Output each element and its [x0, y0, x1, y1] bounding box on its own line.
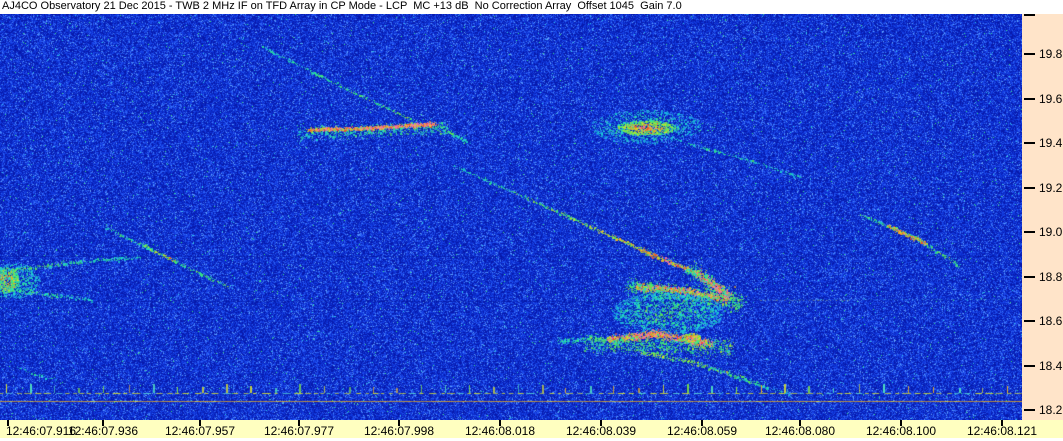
time-tick: [199, 420, 201, 426]
time-tick: [799, 420, 801, 426]
time-tick: [600, 420, 602, 426]
frequency-tick: [1024, 320, 1035, 322]
time-tick: [900, 420, 902, 426]
time-tick: [102, 420, 104, 426]
plot-title: AJ4CO Observatory 21 Dec 2015 - TWB 2 MH…: [2, 0, 682, 12]
time-tick: [701, 420, 703, 426]
frequency-tick: [1024, 53, 1035, 55]
time-tick-label: 12:46:07.957: [164, 424, 236, 438]
time-tick: [7, 420, 9, 426]
time-tick-label: 12:46:07.977: [263, 424, 335, 438]
spectrogram-canvas: [0, 14, 1022, 420]
frequency-tick-label: 19.8: [1039, 47, 1063, 61]
time-tick-label: 12:46:08.018: [464, 424, 536, 438]
frequency-tick: [1024, 14, 1035, 16]
time-axis: 12:46:07.916 12:46:07.936 12:46:07.957 12:4…: [0, 420, 1063, 441]
frequency-tick: [1024, 231, 1035, 233]
frequency-tick: [1024, 142, 1035, 144]
frequency-tick: [1024, 187, 1035, 189]
time-tick: [298, 420, 300, 426]
time-tick-label: 12:46:07.936: [67, 424, 139, 438]
frequency-tick-label: 19.0: [1039, 225, 1063, 239]
frequency-tick-label: 19.4: [1039, 136, 1063, 150]
frequency-tick-label: 18.6: [1039, 314, 1063, 328]
time-tick: [499, 420, 501, 426]
frequency-tick-label: 19.2: [1039, 181, 1063, 195]
frequency-axis: 19.8 19.6 19.4 19.2 19.0 18.8 18.6 18.4 18.2: [1022, 14, 1063, 420]
time-tick-label: 12:46:08.100: [865, 424, 937, 438]
time-tick-label: 12:46:08.059: [666, 424, 738, 438]
frequency-tick-label: 18.8: [1039, 270, 1063, 284]
frequency-tick-label: 18.4: [1039, 359, 1063, 373]
time-tick-label: 12:46:08.080: [764, 424, 836, 438]
time-tick-label: 12:46:07.916: [5, 424, 77, 438]
time-tick: [1001, 420, 1003, 426]
frequency-tick: [1024, 365, 1035, 367]
frequency-tick-label: 18.2: [1039, 403, 1063, 417]
time-tick-label: 12:46:08.039: [565, 424, 637, 438]
frequency-tick-label: 19.6: [1039, 92, 1063, 106]
frequency-tick: [1024, 409, 1035, 411]
time-tick: [398, 420, 400, 426]
time-tick-label: 12:46:07.998: [363, 424, 435, 438]
frequency-tick: [1024, 276, 1035, 278]
frequency-tick: [1024, 98, 1035, 100]
time-tick-label: 12:46:08.121: [966, 424, 1038, 438]
